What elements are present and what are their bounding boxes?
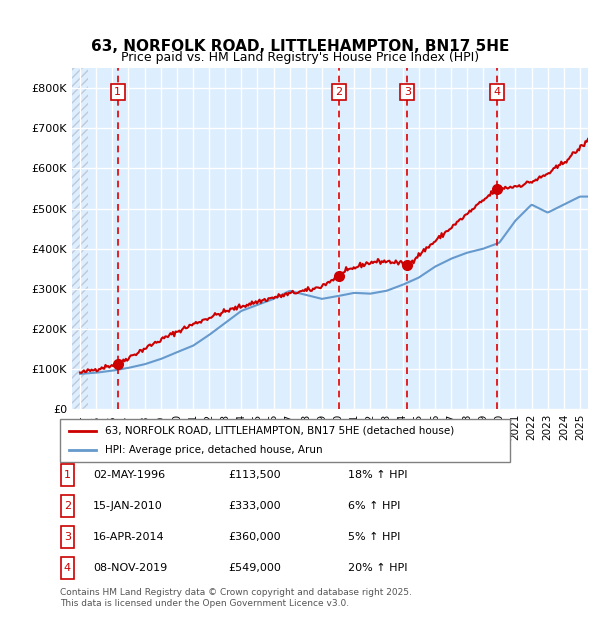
Text: 2: 2 — [335, 87, 342, 97]
Text: Contains HM Land Registry data © Crown copyright and database right 2025.
This d: Contains HM Land Registry data © Crown c… — [60, 588, 412, 608]
Bar — [72, 68, 88, 409]
Text: 5% ↑ HPI: 5% ↑ HPI — [348, 532, 400, 542]
Text: 16-APR-2014: 16-APR-2014 — [93, 532, 164, 542]
Text: £333,000: £333,000 — [228, 501, 281, 511]
Text: £549,000: £549,000 — [228, 563, 281, 573]
Text: 4: 4 — [64, 563, 71, 573]
Text: 63, NORFOLK ROAD, LITTLEHAMPTON, BN17 5HE (detached house): 63, NORFOLK ROAD, LITTLEHAMPTON, BN17 5H… — [105, 426, 454, 436]
FancyBboxPatch shape — [60, 418, 510, 462]
Text: 2: 2 — [64, 501, 71, 511]
Text: 1: 1 — [114, 87, 121, 97]
Text: 18% ↑ HPI: 18% ↑ HPI — [348, 470, 407, 480]
Text: 20% ↑ HPI: 20% ↑ HPI — [348, 563, 407, 573]
Text: £113,500: £113,500 — [228, 470, 281, 480]
Text: Price paid vs. HM Land Registry's House Price Index (HPI): Price paid vs. HM Land Registry's House … — [121, 51, 479, 63]
Text: 15-JAN-2010: 15-JAN-2010 — [93, 501, 163, 511]
FancyBboxPatch shape — [61, 557, 74, 578]
Text: £360,000: £360,000 — [228, 532, 281, 542]
FancyBboxPatch shape — [61, 464, 74, 485]
Text: 02-MAY-1996: 02-MAY-1996 — [93, 470, 165, 480]
FancyBboxPatch shape — [61, 526, 74, 547]
Text: 08-NOV-2019: 08-NOV-2019 — [93, 563, 167, 573]
Text: 3: 3 — [404, 87, 411, 97]
Text: 6% ↑ HPI: 6% ↑ HPI — [348, 501, 400, 511]
Text: 63, NORFOLK ROAD, LITTLEHAMPTON, BN17 5HE: 63, NORFOLK ROAD, LITTLEHAMPTON, BN17 5H… — [91, 39, 509, 54]
FancyBboxPatch shape — [61, 495, 74, 516]
Text: 1: 1 — [64, 470, 71, 480]
Text: HPI: Average price, detached house, Arun: HPI: Average price, detached house, Arun — [105, 445, 323, 454]
Text: 4: 4 — [493, 87, 500, 97]
Text: 3: 3 — [64, 532, 71, 542]
